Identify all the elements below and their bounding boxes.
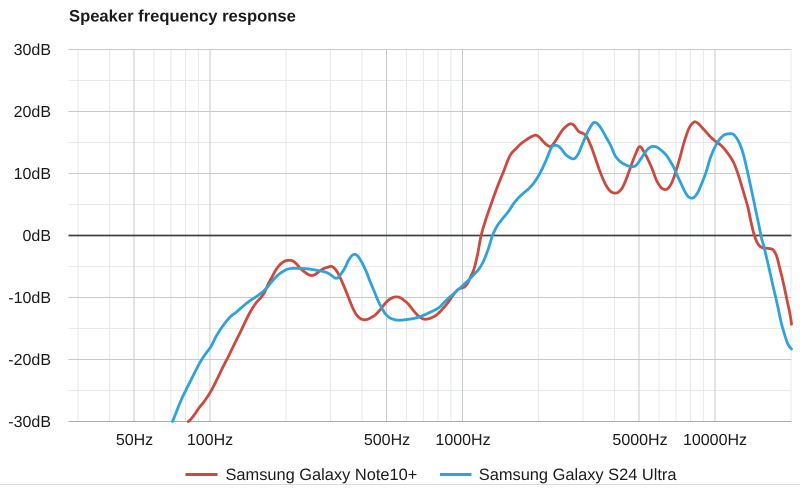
svg-text:1000Hz: 1000Hz [435,432,490,449]
svg-text:500Hz: 500Hz [364,432,410,449]
svg-text:50Hz: 50Hz [116,432,153,449]
svg-text:Samsung Galaxy Note10+: Samsung Galaxy Note10+ [226,466,418,484]
svg-text:-20dB: -20dB [8,352,51,369]
svg-text:10000Hz: 10000Hz [683,432,747,449]
svg-text:0dB: 0dB [23,228,51,245]
svg-text:-30dB: -30dB [8,414,51,431]
svg-text:Speaker frequency response: Speaker frequency response [69,6,296,25]
svg-text:-10dB: -10dB [8,290,51,307]
svg-text:5000Hz: 5000Hz [612,432,667,449]
svg-text:Samsung Galaxy S24 Ultra: Samsung Galaxy S24 Ultra [479,466,678,484]
svg-text:100Hz: 100Hz [187,432,233,449]
svg-text:10dB: 10dB [14,166,51,183]
svg-text:20dB: 20dB [14,104,51,121]
svg-text:30dB: 30dB [14,42,51,59]
